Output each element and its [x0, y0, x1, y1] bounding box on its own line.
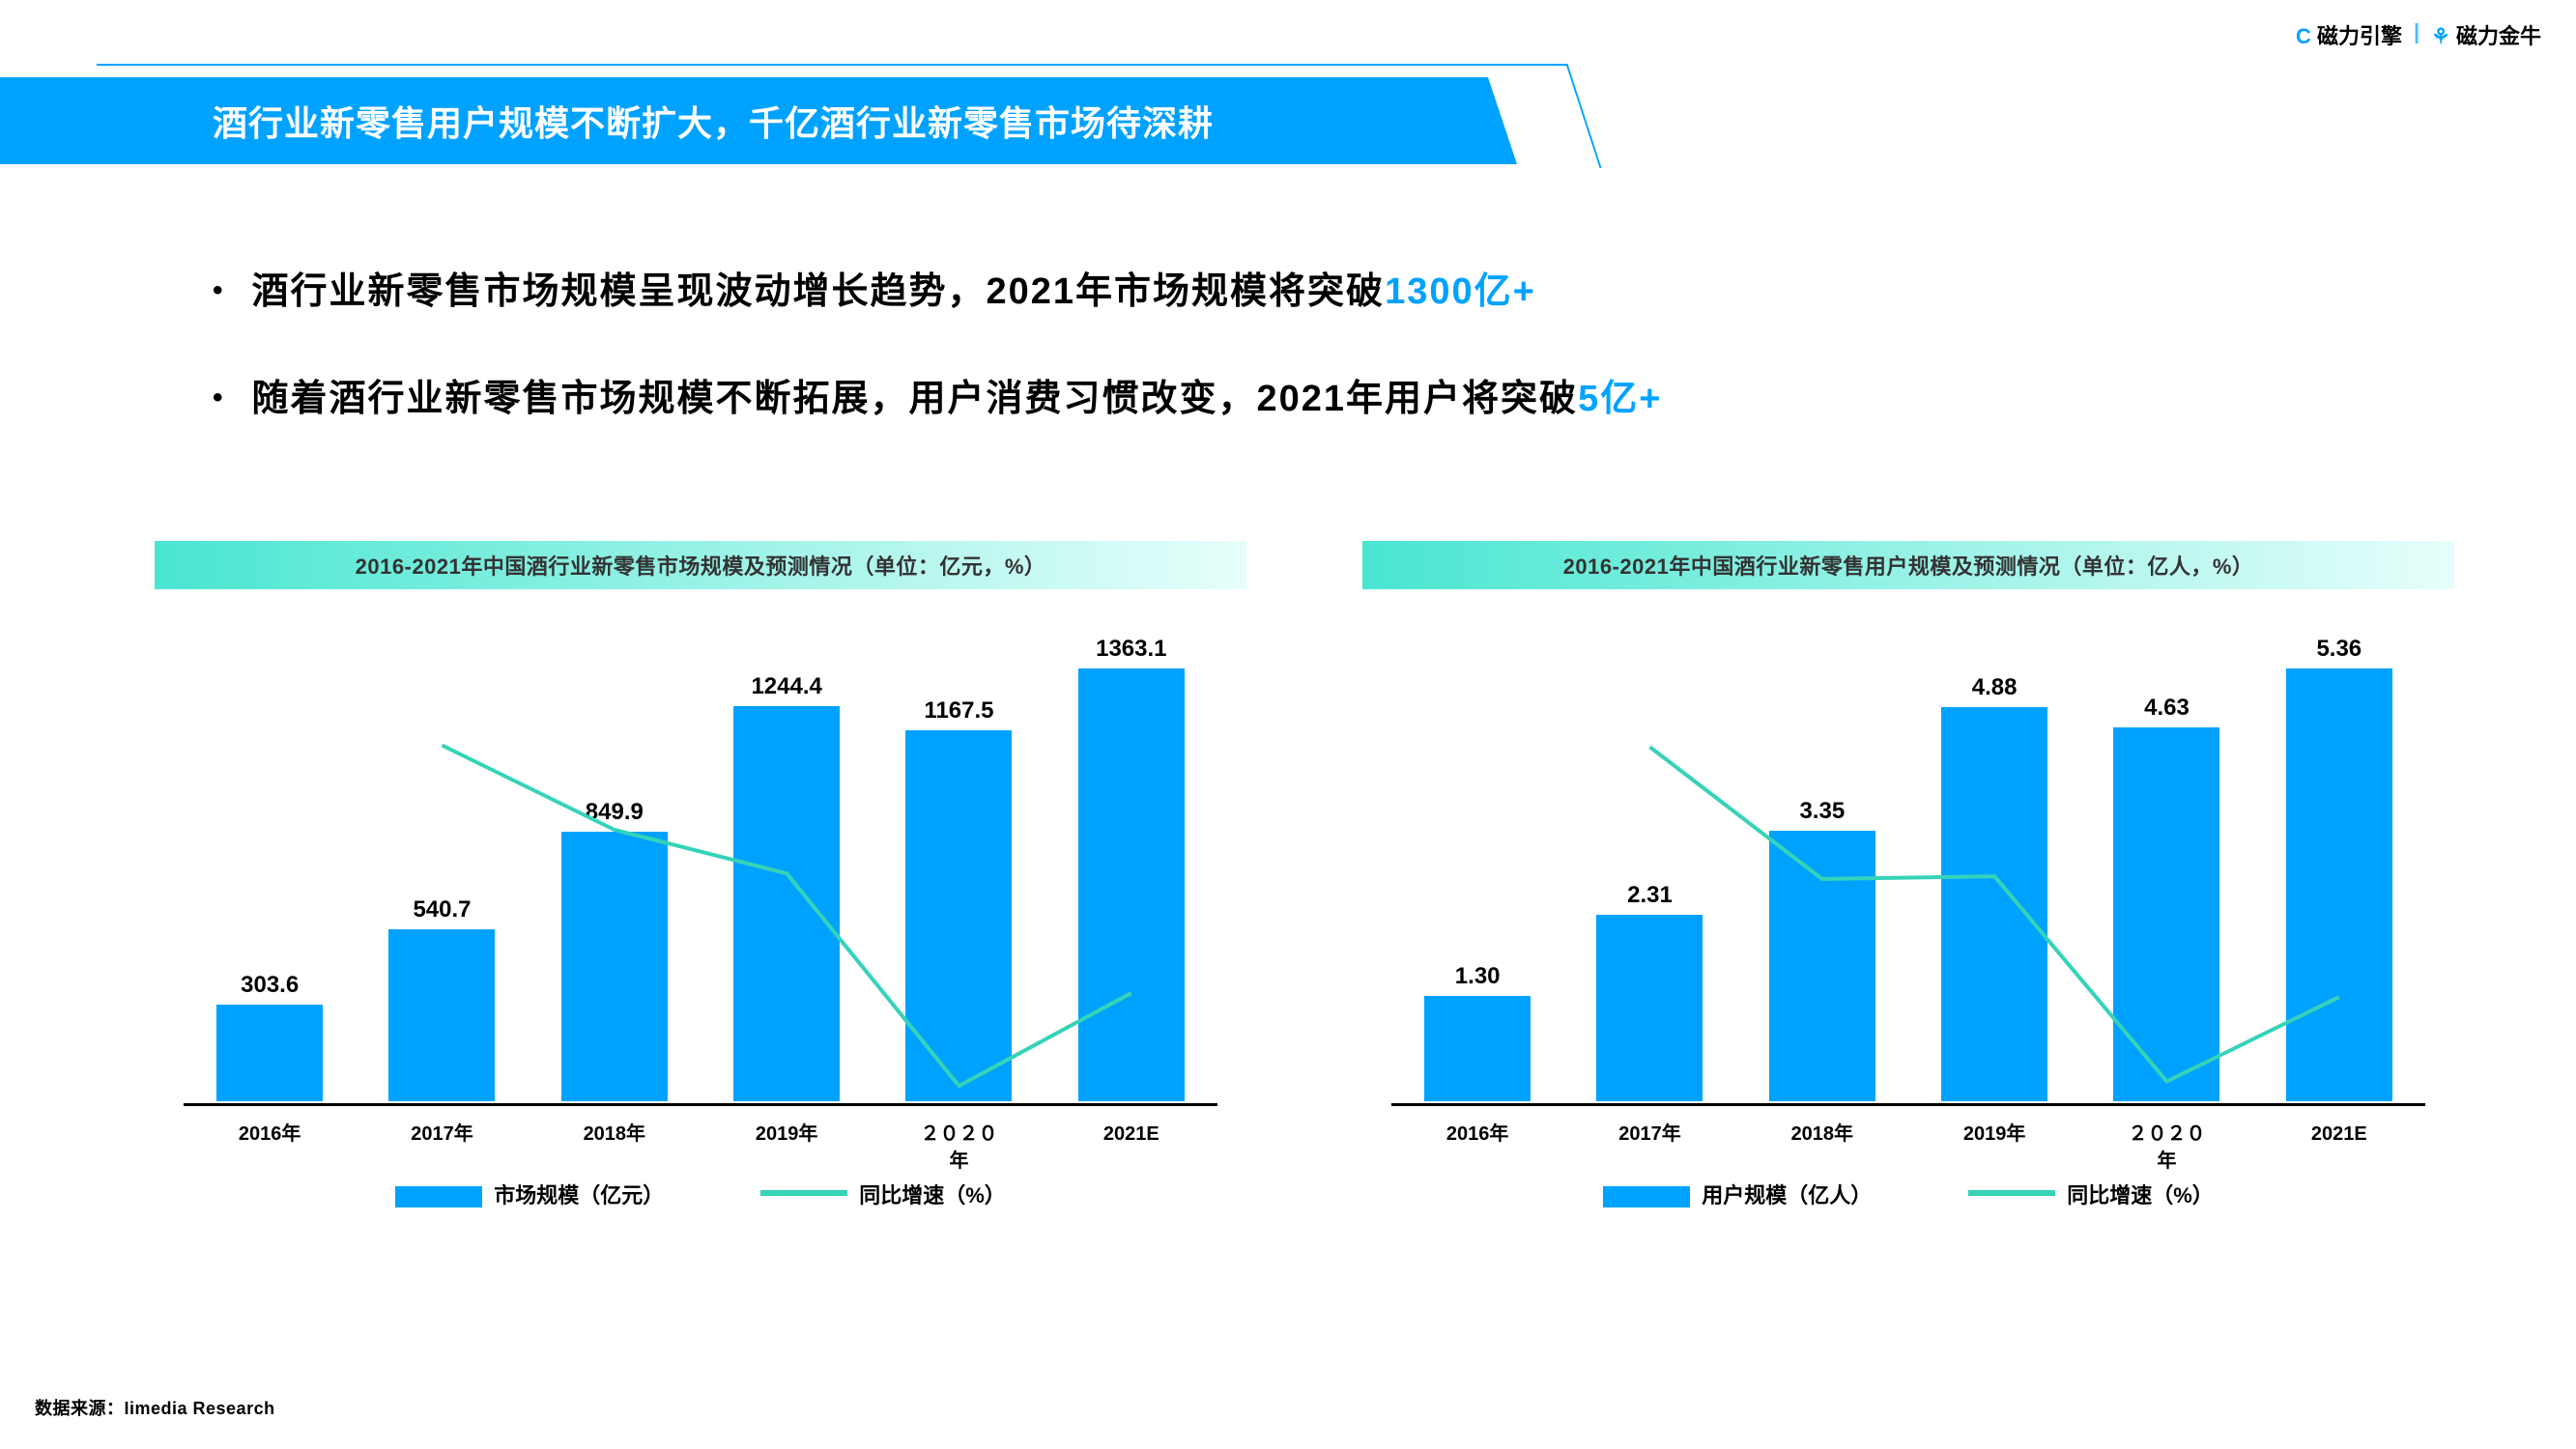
chart-market-size: 2016-2021年中国酒行业新零售市场规模及预测情况（单位：亿元，%） 303… — [155, 541, 1246, 1209]
bar — [1424, 996, 1531, 1101]
bar — [1769, 831, 1875, 1101]
chart-title-2: 2016-2021年中国酒行业新零售用户规模及预测情况（单位：亿人，%） — [1362, 541, 2454, 589]
bullet-2-accent: 5亿+ — [1578, 379, 1662, 419]
bar-group: 4.88 — [1922, 674, 2067, 1101]
bar-group: 849.9 — [542, 799, 687, 1101]
legend-bar-2: 用户规模（亿人） — [1603, 1179, 1872, 1209]
data-source-footnote: 数据来源：Iimedia Research — [35, 1395, 275, 1420]
legend-bar-1: 市场规模（亿元） — [395, 1179, 664, 1209]
x-tick-label: 2018年 — [542, 1111, 687, 1169]
logo-left-icon: C — [2296, 24, 2311, 48]
x-tick-label: 2019年 — [714, 1111, 859, 1169]
slide-title-text: 酒行业新零售用户规模不断扩大，千亿酒行业新零售市场待深耕 — [213, 96, 1214, 146]
bar-value-label: 303.6 — [241, 972, 299, 999]
x-tick-label: 2018年 — [1750, 1111, 1895, 1169]
bullet-1-pre: 酒行业新零售市场规模呈现波动增长趋势，2021年市场规模将突破 — [252, 271, 1386, 312]
bar-value-label: 849.9 — [586, 799, 644, 826]
logo-right-icon: ⚘ — [2431, 24, 2450, 48]
x-tick-label: ２０２０年 — [886, 1111, 1031, 1169]
title-decor-line — [97, 64, 1527, 66]
legend-bar-1-text: 市场规模（亿元） — [494, 1183, 664, 1208]
bullet-dot-icon: • — [213, 382, 225, 414]
legend-swatch-bar-icon — [395, 1186, 482, 1208]
x-tick-label: 2016年 — [1405, 1111, 1550, 1169]
bar-group: 4.63 — [2094, 695, 2239, 1101]
bar-group: 2.31 — [1577, 882, 1722, 1101]
legend-line-2-text: 同比增速（%） — [2067, 1183, 2214, 1208]
branding-logos: C 磁力引擎 | ⚘ 磁力金牛 — [2296, 19, 2541, 50]
bar-group: 1.30 — [1405, 963, 1550, 1101]
bar — [1941, 707, 2047, 1101]
bullet-1-accent: 1300亿+ — [1385, 271, 1536, 312]
bullet-2-pre: 随着酒行业新零售市场规模不断拓展，用户消费习惯改变，2021年用户将突破 — [252, 379, 1579, 419]
logo-divider: | — [2414, 19, 2419, 50]
bar-value-label: 1363.1 — [1096, 636, 1166, 663]
bar-group: 540.7 — [369, 896, 514, 1101]
legend-swatch-bar-icon — [1603, 1186, 1690, 1208]
bar-group: 303.6 — [197, 972, 342, 1101]
bar-group: 1167.5 — [886, 697, 1031, 1101]
bar — [905, 730, 1012, 1101]
bar-value-label: 4.88 — [1972, 674, 2018, 701]
bar — [2113, 727, 2219, 1101]
bullet-2: • 随着酒行业新零售市场规模不断拓展，用户消费习惯改变，2021年用户将突破5亿… — [213, 368, 2396, 421]
bar — [1078, 668, 1185, 1101]
bar — [216, 1005, 323, 1101]
bar-group: 1363.1 — [1059, 636, 1204, 1101]
bar — [388, 929, 495, 1101]
chart-legend-1: 市场规模（亿元） 同比增速（%） — [155, 1179, 1246, 1209]
bar — [733, 706, 840, 1101]
logo-right-text: 磁力金牛 — [2456, 24, 2541, 48]
bullet-list: • 酒行业新零售市场规模呈现波动增长趋势，2021年市场规模将突破1300亿+ … — [213, 261, 2396, 475]
x-tick-label: 2021E — [1059, 1111, 1204, 1169]
slide-title-bar: 酒行业新零售用户规模不断扩大，千亿酒行业新零售市场待深耕 — [0, 77, 1517, 164]
bar-value-label: 5.36 — [2316, 636, 2361, 663]
legend-bar-2-text: 用户规模（亿人） — [1702, 1183, 1872, 1208]
chart-title-1: 2016-2021年中国酒行业新零售市场规模及预测情况（单位：亿元，%） — [155, 541, 1246, 589]
bar — [2286, 668, 2392, 1101]
bar-value-label: 4.63 — [2144, 695, 2190, 722]
bar-value-label: 3.35 — [1799, 798, 1845, 825]
bar-value-label: 1167.5 — [924, 697, 993, 724]
bar-group: 1244.4 — [714, 673, 859, 1101]
bar — [1596, 915, 1703, 1101]
x-tick-label: 2016年 — [197, 1111, 342, 1169]
x-tick-label: 2021E — [2267, 1111, 2412, 1169]
bullet-1: • 酒行业新零售市场规模呈现波动增长趋势，2021年市场规模将突破1300亿+ — [213, 261, 2396, 314]
charts-row: 2016-2021年中国酒行业新零售市场规模及预测情况（单位：亿元，%） 303… — [155, 541, 2454, 1209]
bullet-dot-icon: • — [213, 274, 225, 307]
logo-left-text: 磁力引擎 — [2317, 24, 2402, 48]
bar-value-label: 2.31 — [1627, 882, 1673, 909]
legend-swatch-line-icon — [760, 1190, 847, 1196]
legend-line-1: 同比增速（%） — [760, 1179, 1006, 1209]
x-tick-label: 2017年 — [1577, 1111, 1722, 1169]
legend-line-1-text: 同比增速（%） — [859, 1183, 1006, 1208]
bar-value-label: 1244.4 — [751, 673, 821, 700]
logo-right: ⚘ 磁力金牛 — [2431, 19, 2541, 50]
x-tick-label: 2019年 — [1922, 1111, 2067, 1169]
chart-user-scale: 2016-2021年中国酒行业新零售用户规模及预测情况（单位：亿人，%） 1.3… — [1362, 541, 2454, 1209]
logo-left: C 磁力引擎 — [2296, 19, 2402, 50]
bar-value-label: 540.7 — [413, 896, 471, 923]
x-tick-label: 2017年 — [369, 1111, 514, 1169]
legend-line-2: 同比增速（%） — [1968, 1179, 2214, 1209]
title-decor-slash — [1509, 64, 1601, 168]
bar — [561, 832, 668, 1101]
bar-value-label: 1.30 — [1455, 963, 1501, 990]
x-tick-label: ２０２０年 — [2094, 1111, 2239, 1169]
chart-plot-2: 1.30 2.31 3.35 4.88 4.63 5.36 2016年 2017年 2018年 2… — [1362, 599, 2454, 1169]
chart-plot-1: 303.6 540.7 849.9 1244.4 1167.5 1363.1 2016年 20… — [155, 599, 1246, 1169]
bar-group: 3.35 — [1750, 798, 1895, 1101]
legend-swatch-line-icon — [1968, 1190, 2055, 1196]
bar-group: 5.36 — [2267, 636, 2412, 1101]
chart-legend-2: 用户规模（亿人） 同比增速（%） — [1362, 1179, 2454, 1209]
slide-title-wrap: 酒行业新零售用户规模不断扩大，千亿酒行业新零售市场待深耕 — [0, 39, 1585, 155]
